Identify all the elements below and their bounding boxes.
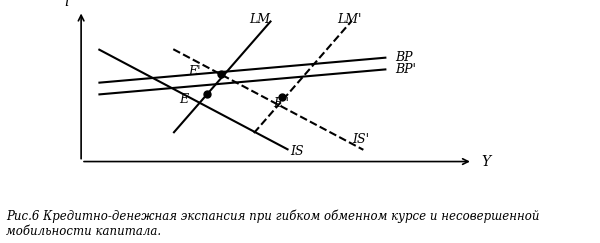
Text: E: E	[179, 93, 188, 106]
Text: IS': IS'	[352, 133, 369, 146]
Text: BP': BP'	[395, 63, 416, 76]
Text: Y: Y	[481, 155, 491, 169]
Text: E': E'	[188, 65, 201, 78]
Text: LM': LM'	[337, 13, 361, 26]
Text: i: i	[64, 0, 69, 9]
Text: Рис.6 Кредитно-денежная экспансия при гибком обменном курсе и несовершенной моби: Рис.6 Кредитно-денежная экспансия при ги…	[6, 210, 539, 238]
Text: BP: BP	[395, 51, 413, 64]
Text: E'': E''	[274, 97, 290, 110]
Text: LM: LM	[249, 13, 270, 26]
Text: IS: IS	[290, 145, 304, 158]
